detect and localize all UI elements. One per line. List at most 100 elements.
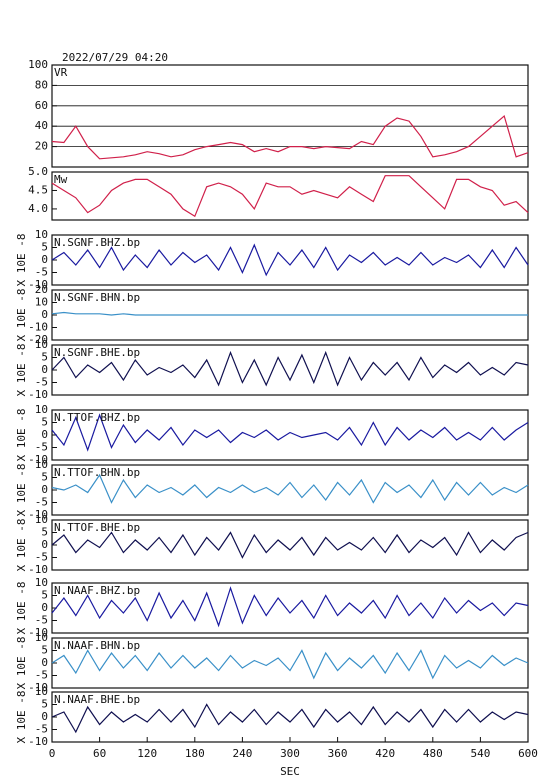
y-axis-label: X 10E -8 (15, 234, 28, 287)
trace-line (51, 175, 529, 218)
y-tick-label: -5 (35, 376, 48, 389)
y-tick-label: 20 (35, 283, 48, 296)
y-tick-label: 0 (41, 483, 48, 496)
y-tick-label: -5 (35, 723, 48, 736)
y-tick-label: 10 (35, 576, 48, 589)
y-tick-label: 10 (35, 458, 48, 471)
trace-line (51, 114, 529, 160)
y-tick-label: 4.5 (28, 183, 48, 196)
trace-line (51, 531, 529, 559)
y-tick-label: 10 (35, 338, 48, 351)
y-tick-label: 80 (35, 78, 48, 91)
x-tick-label: 240 (232, 747, 252, 760)
y-tick-label: 5 (41, 698, 48, 711)
y-tick-label: -10 (28, 388, 48, 401)
y-axis-label: X 10E -8 (15, 289, 28, 342)
y-tick-label: -5 (35, 669, 48, 682)
y-tick-label: -10 (28, 321, 48, 334)
y-tick-label: 5.0 (28, 165, 48, 178)
y-axis-label: X 10E -8 (15, 464, 28, 517)
x-tick-label: 420 (375, 747, 395, 760)
y-tick-label: 100 (28, 58, 48, 71)
y-tick-label: -5 (35, 266, 48, 279)
y-tick-label: 40 (35, 119, 48, 132)
series-name: Mw (54, 173, 68, 186)
series-name: VR (54, 66, 68, 79)
x-tick-label: 60 (93, 747, 106, 760)
series-name: N.TTOF.BHE.bp (54, 521, 140, 534)
series-name: N.SGNF.BHZ.bp (54, 236, 140, 249)
y-axis-label: X 10E -8 (15, 691, 28, 744)
y-tick-label: -5 (35, 496, 48, 509)
y-tick-label: -5 (35, 551, 48, 564)
y-tick-label: 5 (41, 351, 48, 364)
series-name: N.SGNF.BHE.bp (54, 346, 140, 359)
trace-line (51, 350, 529, 387)
y-axis-label: X 10E -8 (15, 409, 28, 462)
x-tick-label: 360 (328, 747, 348, 760)
series-name: N.TTOF.BHZ.bp (54, 411, 140, 424)
x-tick-label: 120 (137, 747, 157, 760)
chart-title: 2022/07/29 04:20 (62, 51, 168, 64)
y-axis-label: X 10E -8 (15, 344, 28, 397)
x-tick-label: 0 (49, 747, 56, 760)
y-tick-label: -10 (28, 681, 48, 694)
y-tick-label: -10 (28, 508, 48, 521)
trace-line (51, 649, 529, 680)
x-tick-label: 540 (470, 747, 490, 760)
y-axis-label: X 10E -8 (15, 582, 28, 635)
y-tick-label: 10 (35, 403, 48, 416)
y-tick-label: 0 (41, 538, 48, 551)
trace-line (51, 586, 529, 628)
y-tick-label: -20 (28, 333, 48, 346)
y-tick-label: 5 (41, 644, 48, 657)
x-tick-label: 600 (518, 747, 538, 760)
y-tick-label: 10 (35, 631, 48, 644)
trace-line (51, 473, 529, 504)
y-tick-label: 0 (41, 308, 48, 321)
y-tick-label: -10 (28, 453, 48, 466)
y-tick-label: 5 (41, 471, 48, 484)
series-name: N.TTOF.BHN.bp (54, 466, 140, 479)
y-tick-label: -10 (28, 735, 48, 748)
y-tick-label: 10 (35, 296, 48, 309)
y-tick-label: 4.0 (28, 202, 48, 215)
y-tick-label: 0 (41, 656, 48, 669)
y-tick-label: 10 (35, 513, 48, 526)
series-name: N.NAAF.BHE.bp (54, 693, 140, 706)
y-tick-label: -10 (28, 278, 48, 291)
y-tick-label: 5 (41, 241, 48, 254)
x-tick-label: 180 (185, 747, 205, 760)
y-tick-label: 5 (41, 416, 48, 429)
y-tick-label: 60 (35, 99, 48, 112)
x-tick-label: 480 (423, 747, 443, 760)
trace-line (51, 413, 529, 452)
y-tick-label: -10 (28, 563, 48, 576)
trace-line (51, 311, 528, 316)
y-tick-label: -10 (28, 626, 48, 639)
series-name: N.NAAF.BHN.bp (54, 639, 140, 652)
y-tick-label: -5 (35, 614, 48, 627)
y-tick-label: -5 (35, 441, 48, 454)
y-tick-label: 0 (41, 363, 48, 376)
y-tick-label: 5 (41, 526, 48, 539)
series-name: N.SGNF.BHN.bp (54, 291, 140, 304)
x-axis-label: SEC (280, 765, 300, 778)
trace-line (51, 243, 529, 277)
panel-frame (51, 171, 529, 221)
trace-line (51, 703, 529, 734)
y-axis-label: X 10E -8 (15, 637, 28, 690)
y-tick-label: 10 (35, 685, 48, 698)
y-tick-label: 10 (35, 228, 48, 241)
y-tick-label: 0 (41, 710, 48, 723)
y-tick-label: 5 (41, 589, 48, 602)
x-tick-label: 300 (280, 747, 300, 760)
series-name: N.NAAF.BHZ.bp (54, 584, 140, 597)
y-tick-label: 0 (41, 253, 48, 266)
y-tick-label: 0 (41, 428, 48, 441)
y-tick-label: 0 (41, 601, 48, 614)
y-tick-label: 20 (35, 140, 48, 153)
y-axis-label: X 10E -8 (15, 519, 28, 572)
